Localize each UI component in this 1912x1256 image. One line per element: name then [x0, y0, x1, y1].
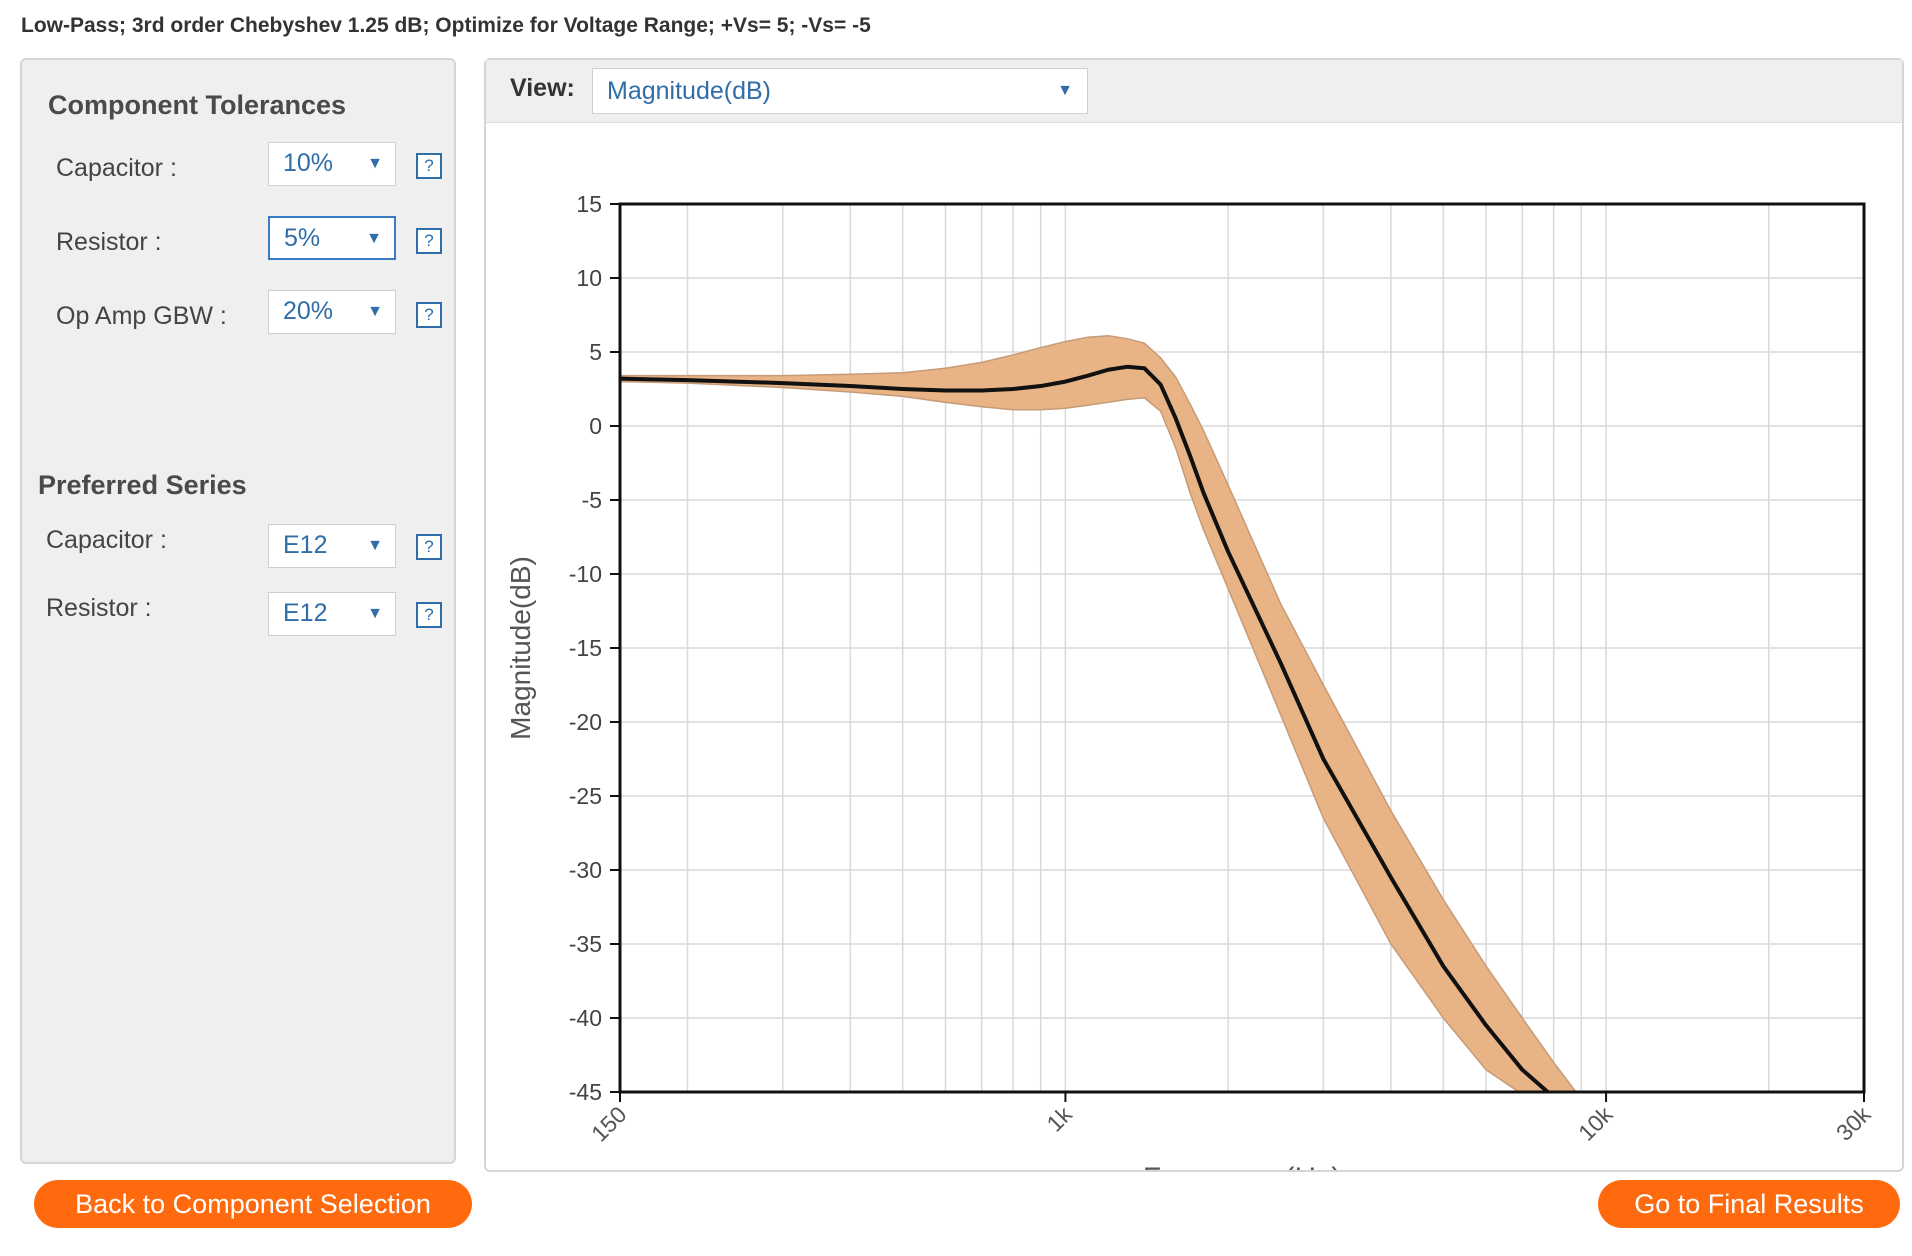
- y-tick-label: -30: [569, 857, 602, 883]
- back-button[interactable]: Back to Component Selection: [34, 1180, 472, 1228]
- view-bar: View: Magnitude(dB) ▼: [486, 60, 1902, 123]
- pref-resistor-value: E12: [283, 599, 328, 627]
- pref-capacitor-value: E12: [283, 531, 328, 559]
- x-tick-label: 10k: [1573, 1101, 1618, 1146]
- tolerance-band-area: [619, 334, 1578, 1093]
- view-label: View:: [510, 74, 575, 102]
- help-icon[interactable]: ?: [416, 302, 442, 328]
- tol-capacitor-select[interactable]: 10% ▼: [268, 142, 396, 186]
- pref-resistor-select[interactable]: E12 ▼: [268, 592, 396, 636]
- settings-panel: Component Tolerances Capacitor : 10% ▼ ?…: [20, 58, 456, 1164]
- chevron-down-icon: ▼: [366, 230, 382, 247]
- final-results-button[interactable]: Go to Final Results: [1598, 1180, 1900, 1228]
- tol-resistor-select[interactable]: 5% ▼: [268, 216, 396, 260]
- chart-panel: View: Magnitude(dB) ▼ 15 10 5 0 -5 -10 -15 -20 -…: [484, 58, 1904, 1172]
- y-tick-label: -35: [569, 931, 602, 957]
- x-axis-label: Frequency(Hz): [1143, 1162, 1341, 1170]
- pref-resistor-label: Resistor :: [46, 594, 152, 622]
- y-tick-label: -20: [569, 709, 602, 735]
- tolerances-title: Component Tolerances: [48, 90, 347, 120]
- view-value: Magnitude(dB): [607, 77, 771, 105]
- tol-capacitor-value: 10%: [283, 149, 334, 177]
- help-icon[interactable]: ?: [416, 153, 442, 179]
- nominal-line: [619, 364, 1550, 1094]
- help-icon[interactable]: ?: [416, 602, 442, 628]
- y-tick-label: -25: [569, 783, 602, 809]
- x-tick-label: 1k: [1041, 1101, 1077, 1137]
- tol-capacitor-label: Capacitor :: [56, 154, 177, 182]
- y-axis-label: Magnitude(dB): [505, 556, 536, 740]
- nominal-series: [619, 364, 1550, 1094]
- y-tick-label: -10: [569, 561, 602, 587]
- y-tick-label: 10: [576, 265, 602, 291]
- tolerance-band: [619, 334, 1578, 1093]
- preferred-series-title: Preferred Series: [38, 470, 247, 500]
- chevron-down-icon: ▼: [1057, 82, 1073, 99]
- tol-gbw-select[interactable]: 20% ▼: [268, 290, 396, 334]
- tol-gbw-label: Op Amp GBW :: [56, 302, 227, 330]
- y-tick-label: -40: [569, 1005, 602, 1031]
- tol-resistor-value: 5%: [284, 224, 321, 252]
- filter-summary: Low-Pass; 3rd order Chebyshev 1.25 dB; O…: [21, 14, 871, 37]
- y-tick-label: 15: [576, 191, 602, 217]
- x-axis: 150 1k 10k 30k: [586, 1092, 1876, 1147]
- chevron-down-icon: ▼: [367, 537, 383, 554]
- magnitude-chart: 15 10 5 0 -5 -10 -15 -20 -25 -30 -35 -40 -45 150 1k 10…: [505, 191, 1876, 1170]
- x-tick-label: 150: [586, 1101, 632, 1147]
- x-tick-label: 30k: [1831, 1101, 1876, 1146]
- chevron-down-icon: ▼: [367, 303, 383, 320]
- view-select[interactable]: Magnitude(dB) ▼: [592, 68, 1088, 114]
- pref-capacitor-select[interactable]: E12 ▼: [268, 524, 396, 568]
- help-icon[interactable]: ?: [416, 534, 442, 560]
- tol-resistor-label: Resistor :: [56, 228, 162, 256]
- help-icon[interactable]: ?: [416, 228, 442, 254]
- tol-gbw-value: 20%: [283, 297, 334, 325]
- y-axis: 15 10 5 0 -5 -10 -15 -20 -25 -30 -35 -40 -45: [569, 191, 620, 1105]
- y-tick-label: -15: [569, 635, 602, 661]
- y-tick-label: -5: [582, 487, 602, 513]
- pref-capacitor-label: Capacitor :: [46, 526, 167, 554]
- chevron-down-icon: ▼: [367, 155, 383, 172]
- chart-grid: [620, 203, 1864, 1093]
- y-tick-label: 0: [589, 413, 602, 439]
- y-tick-label: 5: [589, 339, 602, 365]
- chevron-down-icon: ▼: [367, 605, 383, 622]
- y-tick-label: -45: [569, 1079, 602, 1105]
